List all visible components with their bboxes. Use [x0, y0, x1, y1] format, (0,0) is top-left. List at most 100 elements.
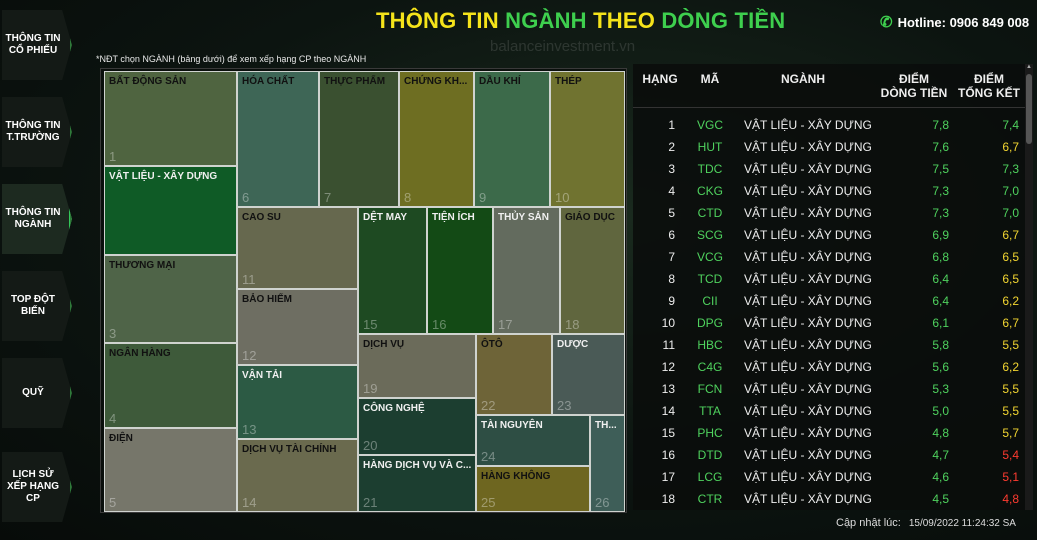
money-flow-score-cell: 7,3: [932, 184, 949, 198]
hotline[interactable]: ✆ Hotline: 0906 849 008: [880, 13, 1029, 31]
treemap-tile[interactable]: CHỨNG KH... 8: [399, 71, 474, 207]
treemap-tile[interactable]: HÀNG DỊCH VỤ VÀ C... 21: [358, 455, 476, 512]
col-header-industry[interactable]: NGÀNH: [781, 72, 825, 86]
table-row[interactable]: 13 FCN VẬT LIỆU - XÂY DỰNG 5,3 5,5: [633, 378, 1025, 400]
nav-top-dot-bien[interactable]: TOP ĐỘT BIẾN: [2, 271, 72, 341]
tile-number: 15: [363, 317, 378, 332]
col-header-money-flow-score[interactable]: ĐIỂM DÒNG TIỀN: [873, 72, 955, 100]
rank-cell: 16: [661, 448, 675, 462]
treemap-tile[interactable]: ÔTÔ 22: [476, 334, 552, 415]
title-part: THÔNG TIN: [376, 8, 506, 33]
money-flow-score-cell: 7,5: [932, 162, 949, 176]
col-header-code[interactable]: MÃ: [700, 72, 720, 86]
tile-number: 8: [404, 190, 412, 205]
tile-number: 24: [481, 449, 496, 464]
treemap-tile[interactable]: DỊCH VỤ TÀI CHÍNH 14: [237, 439, 358, 512]
treemap-tile[interactable]: NGÂN HÀNG 4: [104, 343, 237, 428]
code-cell: CTD: [697, 206, 723, 220]
money-flow-score-cell: 7,3: [932, 206, 949, 220]
tile-label: CÔNG NGHỆ: [363, 403, 425, 414]
treemap-tile[interactable]: CAO SU 11: [237, 207, 358, 289]
table-row[interactable]: 15 PHC VẬT LIỆU - XÂY DỰNG 4,8 5,7: [633, 422, 1025, 444]
table-row[interactable]: 7 VCG VẬT LIỆU - XÂY DỰNG 6,8 6,5: [633, 246, 1025, 268]
code-cell: VGC: [696, 118, 723, 132]
table-row[interactable]: 11 HBC VẬT LIỆU - XÂY DỰNG 5,8 5,5: [633, 334, 1025, 356]
scrollbar[interactable]: ▲: [1025, 64, 1033, 510]
tile-label: TH...: [595, 420, 617, 431]
industry-cell: VẬT LIỆU - XÂY DỰNG: [744, 470, 872, 484]
tile-label: HÓA CHẤT: [242, 76, 295, 87]
treemap-tile[interactable]: THỦY SẢN 17: [493, 207, 560, 334]
money-flow-score-cell: 5,8: [932, 338, 949, 352]
treemap-tile[interactable]: TIỆN ÍCH 16: [427, 207, 493, 334]
nav-lich-su-xep-hang[interactable]: LỊCH SỬ XẾP HẠNG CP: [2, 452, 72, 522]
tile-number: 21: [363, 495, 378, 510]
code-cell: CTR: [697, 492, 723, 506]
table-row[interactable]: 14 TTA VẬT LIỆU - XÂY DỰNG 5,0 5,5: [633, 400, 1025, 422]
table-row[interactable]: 5 CTD VẬT LIỆU - XÂY DỰNG 7,3 7,0: [633, 202, 1025, 224]
treemap-tile[interactable]: THỰC PHẨM 7: [319, 71, 399, 207]
treemap-tile[interactable]: DẦU KHÍ 9: [474, 71, 550, 207]
total-score-cell: 7,3: [1002, 162, 1019, 176]
table-row[interactable]: 1 VGC VẬT LIỆU - XÂY DỰNG 7,8 7,4: [633, 114, 1025, 136]
treemap-tile[interactable]: DỊCH VỤ 19: [358, 334, 476, 398]
table-row[interactable]: 16 DTD VẬT LIỆU - XÂY DỰNG 4,7 5,4: [633, 444, 1025, 466]
treemap-tile[interactable]: THƯƠNG MẠI 3: [104, 255, 237, 343]
treemap-tile[interactable]: VẬT LIỆU - XÂY DỰNG: [104, 166, 237, 255]
treemap-tile[interactable]: TH... 26: [590, 415, 625, 512]
total-score-cell: 5,7: [1002, 426, 1019, 440]
page-title: THÔNG TIN NGÀNH THEO DÒNG TIỀN: [376, 8, 785, 34]
rank-cell: 12: [661, 360, 675, 374]
last-updated: Cập nhật lúc: 15/09/2022 11:24:32 SA: [836, 517, 1016, 529]
treemap-tile[interactable]: DỆT MAY 15: [358, 207, 427, 334]
nav-quy[interactable]: QUỸ: [2, 358, 72, 428]
money-flow-score-cell: 6,4: [932, 294, 949, 308]
industry-cell: VẬT LIỆU - XÂY DỰNG: [744, 228, 872, 242]
treemap-tile[interactable]: HÓA CHẤT 6: [237, 71, 319, 207]
scroll-up-icon[interactable]: ▲: [1026, 64, 1032, 70]
total-score-cell: 5,5: [1002, 404, 1019, 418]
tile-number: 10: [555, 190, 570, 205]
rank-cell: 18: [661, 492, 675, 506]
treemap-tile[interactable]: HÀNG KHÔNG 25: [476, 466, 590, 512]
table-row[interactable]: 17 LCG VẬT LIỆU - XÂY DỰNG 4,6 5,1: [633, 466, 1025, 488]
tile-label: NGÂN HÀNG: [109, 348, 171, 359]
col-header-rank[interactable]: HẠNG: [642, 72, 678, 86]
table-row[interactable]: 3 TDC VẬT LIỆU - XÂY DỰNG 7,5 7,3: [633, 158, 1025, 180]
nav-thong-tin-co-phieu[interactable]: THÔNG TIN CỔ PHIẾU: [2, 10, 72, 80]
rank-cell: 17: [661, 470, 675, 484]
table-row[interactable]: 8 TCD VẬT LIỆU - XÂY DỰNG 6,4 6,5: [633, 268, 1025, 290]
scroll-thumb[interactable]: [1026, 74, 1032, 144]
money-flow-score-cell: 4,5: [932, 492, 949, 506]
tile-label: CAO SU: [242, 212, 281, 223]
treemap-tile[interactable]: BẢO HIỂM 12: [237, 289, 358, 365]
tile-number: 16: [432, 317, 447, 332]
code-cell: HBC: [697, 338, 723, 352]
nav-thong-tin-nganh[interactable]: THÔNG TIN NGÀNH: [2, 184, 72, 254]
nav-label: QUỸ: [22, 387, 44, 398]
table-row[interactable]: 4 CKG VẬT LIỆU - XÂY DỰNG 7,3 7,0: [633, 180, 1025, 202]
code-cell: CKG: [696, 184, 723, 198]
table-row[interactable]: 6 SCG VẬT LIỆU - XÂY DỰNG 6,9 6,7: [633, 224, 1025, 246]
code-cell: TCD: [697, 272, 723, 286]
treemap-tile[interactable]: BẤT ĐỘNG SẢN 1: [104, 71, 237, 166]
treemap-tile[interactable]: THÉP 10: [550, 71, 625, 207]
table-row[interactable]: 2 HUT VẬT LIỆU - XÂY DỰNG 7,6 6,7: [633, 136, 1025, 158]
table-row[interactable]: 18 CTR VẬT LIỆU - XÂY DỰNG 4,5 4,8: [633, 488, 1025, 510]
table-row[interactable]: 9 CII VẬT LIỆU - XÂY DỰNG 6,4 6,2: [633, 290, 1025, 312]
treemap-tile[interactable]: DƯỢC 23: [552, 334, 625, 415]
treemap-tile[interactable]: CÔNG NGHỆ 20: [358, 398, 476, 455]
treemap-tile[interactable]: VẬN TẢI 13: [237, 365, 358, 439]
code-cell: C4G: [697, 360, 723, 374]
nav-thong-tin-thi-truong[interactable]: THÔNG TIN T.TRƯỜNG: [2, 97, 72, 167]
treemap-tile[interactable]: TÀI NGUYÊN 24: [476, 415, 590, 466]
col-header-total-score[interactable]: ĐIỂM TỔNG KẾT: [955, 72, 1023, 100]
treemap-tile[interactable]: ĐIỆN 5: [104, 428, 237, 512]
total-score-cell: 7,0: [1002, 184, 1019, 198]
treemap-tile[interactable]: GIÁO DỤC 18: [560, 207, 625, 334]
total-score-cell: 5,1: [1002, 470, 1019, 484]
tile-number: 18: [565, 317, 580, 332]
table-row[interactable]: 10 DPG VẬT LIỆU - XÂY DỰNG 6,1 6,7: [633, 312, 1025, 334]
title-part: THEO: [586, 8, 662, 33]
table-row[interactable]: 12 C4G VẬT LIỆU - XÂY DỰNG 5,6 6,2: [633, 356, 1025, 378]
